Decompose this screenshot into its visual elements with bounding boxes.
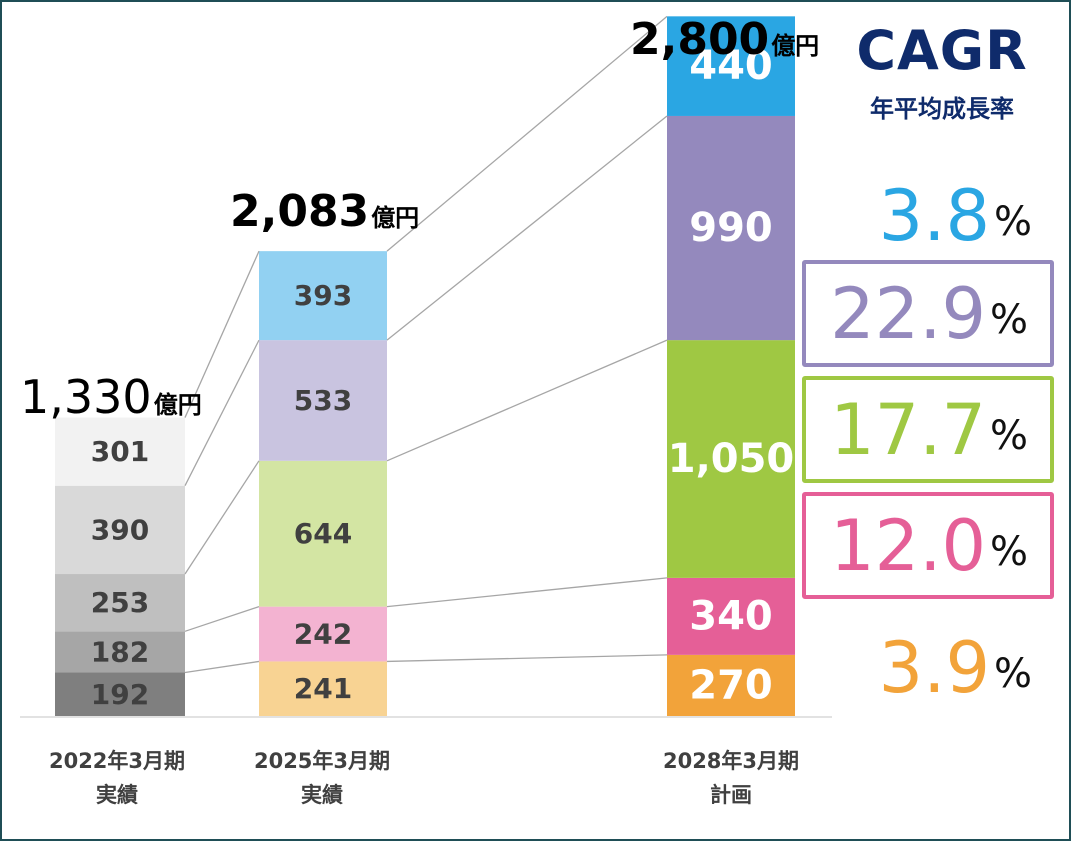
data-label: 1,050 [668,436,795,482]
total-label-2028: 2,800億円 [630,14,820,65]
connector-line [184,250,260,418]
data-label: 242 [294,618,352,651]
bar-segment [667,115,795,341]
bar-segment [667,577,795,655]
connector-line [184,460,260,575]
data-label: 440 [689,43,773,89]
data-label: 340 [689,593,773,639]
connector-line [386,15,668,252]
bar-segment [259,251,387,341]
connector-line [386,339,668,462]
x-axis-label-2025: 2025年3月期 実績 [222,744,422,812]
data-label: 301 [91,435,149,468]
bar-stack: 270 340 1,050 990 440 [667,16,795,716]
bar-segment [55,417,185,486]
connector-line [184,339,260,487]
total-label-2022: 1,330億円 [20,370,202,424]
bar-segment [259,340,387,461]
connector-line [184,660,260,674]
data-label: 644 [294,517,352,550]
bar-segment [55,672,185,716]
data-label: 270 [689,662,773,708]
bar-stack: 192 182 253 390 301 [55,417,185,716]
data-label: 253 [91,586,149,619]
x-axis-status: 実績 [301,783,343,807]
x-axis-label-2028: 2028年3月期 計画 [631,744,831,812]
bar-segment [55,574,185,632]
cagr-rate-blue: 3.8% [878,174,1032,257]
cagr-title: CAGR [856,19,1028,82]
x-axis-label-2022: 2022年3月期 実績 [17,744,217,812]
connector-line [184,606,260,632]
bar-segment [259,460,387,607]
connector-line [386,577,668,608]
bar-segment [55,631,185,673]
connector-line [386,115,668,341]
total-label-2025: 2,083億円 [230,186,420,237]
bar-segment [667,654,795,716]
bar-segment [259,606,387,662]
cagr-subtitle: 年平均成長率 [870,95,1014,123]
data-label: 241 [294,672,352,705]
x-axis-status: 実績 [96,783,138,807]
data-label: 990 [689,205,773,251]
cagr-rate-green: 17.7% [802,376,1054,483]
bar-segment [55,485,185,575]
cagr-rate-pink: 12.0% [802,492,1054,599]
x-axis-period: 2025年3月期 [253,749,391,773]
bar-segment [259,661,387,716]
bar-stack: 241 242 644 533 393 [259,251,387,716]
data-label: 182 [91,635,149,668]
cagr-rate-purple: 22.9% [802,260,1054,367]
bar-segment [667,16,795,116]
bar-segment [667,340,795,578]
connector-line [386,654,668,663]
x-axis-period: 2028年3月期 [662,749,800,773]
data-label: 192 [91,678,149,711]
data-label: 390 [91,513,149,546]
data-label: 393 [294,279,352,312]
cagr-rate-orange: 3.9% [878,626,1032,709]
x-axis-period: 2022年3月期 [48,749,186,773]
x-axis-status: 計画 [710,783,752,807]
data-label: 533 [294,384,352,417]
